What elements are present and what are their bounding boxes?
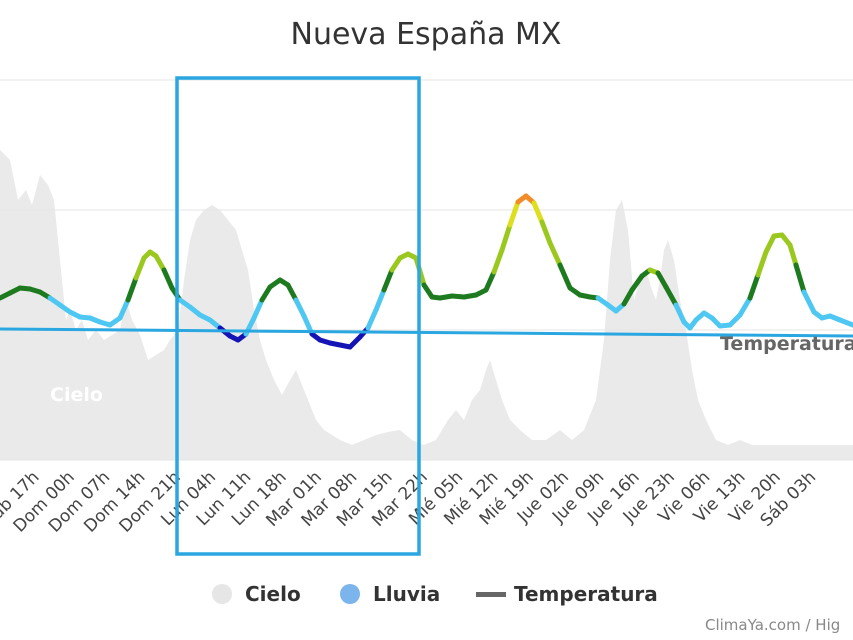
cielo-area (0, 150, 853, 460)
legend: Cielo Lluvia Temperatura (212, 582, 658, 606)
legend-label-lluvia: Lluvia (373, 582, 440, 606)
temperature-segment (293, 297, 307, 319)
temperature-segment (747, 272, 761, 301)
temperature-segment (621, 287, 635, 307)
chart-title: Nueva España MX (291, 17, 562, 52)
cielo-series-label: Cielo (50, 384, 103, 406)
temperature-segment (373, 287, 387, 313)
legend-item-temperatura[interactable]: Temperatura (476, 582, 658, 606)
temperature-segment (663, 284, 679, 308)
temperature-segment (531, 200, 545, 225)
temperature-segment (499, 222, 513, 253)
cielo-area-series (0, 150, 853, 460)
temperature-series-label: Temperatura (720, 333, 853, 355)
temperature-segment (507, 199, 521, 228)
temperature-segment (673, 302, 687, 325)
temperature-segment (117, 297, 131, 321)
temperature-segment (491, 247, 505, 275)
legend-lluvia-icon (340, 584, 360, 604)
temperature-segment (381, 267, 395, 293)
legend-temperatura-icon (476, 592, 506, 597)
temperature-segment (365, 307, 379, 331)
temperature-segment (133, 255, 147, 281)
credits-link[interactable]: ClimaYa.com / Hig (705, 616, 840, 634)
legend-cielo-icon (212, 584, 232, 604)
temperature-segment (483, 269, 497, 293)
temperature-segment (837, 317, 853, 328)
temperature-segment (793, 262, 807, 295)
legend-item-lluvia[interactable]: Lluvia (340, 582, 440, 606)
temperature-segment (655, 270, 669, 290)
temperature-segment (787, 242, 799, 268)
legend-label-cielo: Cielo (245, 582, 301, 606)
temperature-segment (755, 249, 769, 278)
temperature-segment (259, 284, 273, 303)
temperature-segment (629, 273, 645, 293)
lluvia-reference-line (0, 327, 853, 338)
temperature-segment (153, 253, 167, 273)
highlight-box (175, 76, 421, 556)
temperature-segment (125, 275, 139, 303)
temperature-segment (801, 289, 817, 315)
legend-label-temperatura: Temperatura (514, 582, 658, 606)
temperature-segment (737, 295, 753, 318)
temperature-segment (285, 282, 299, 303)
temperature-segment (161, 267, 175, 291)
temperature-segment (251, 297, 265, 321)
temperature-line-series (0, 193, 853, 350)
legend-item-cielo[interactable]: Cielo (212, 582, 301, 606)
temperature-segment (557, 262, 573, 291)
temperature-segment (763, 233, 777, 255)
temperature-segment (547, 240, 563, 268)
temperature-segment (539, 219, 553, 246)
